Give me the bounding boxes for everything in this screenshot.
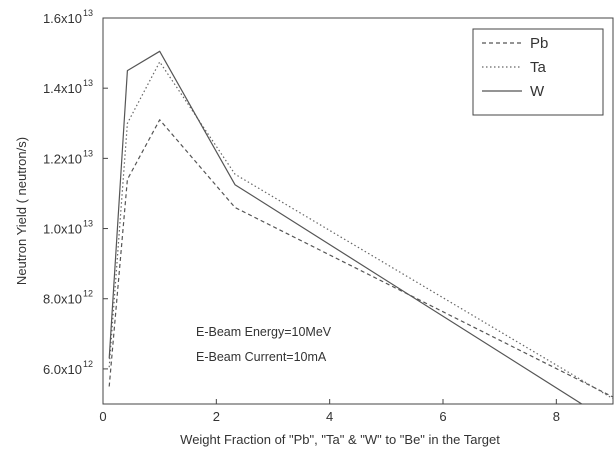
x-tick-label: 0	[99, 409, 106, 424]
legend-box	[472, 28, 604, 116]
y-axis-ticks: 6.0x10 128.0x10 121.0x10 131.2x10 131.4x10 13…	[43, 8, 108, 377]
y-tick-exponent: 13	[83, 148, 93, 158]
y-tick-exponent: 12	[83, 359, 93, 369]
y-tick-label: 1.0x10	[43, 222, 82, 237]
plot-frame	[102, 17, 614, 405]
legend: Pb Ta W	[472, 28, 604, 116]
legend-label-pb: Pb	[530, 35, 548, 52]
y-tick-exponent: 13	[83, 78, 93, 88]
annotation-beam-current: E-Beam Current=10mA	[196, 350, 327, 364]
y-tick-label: 1.2x10	[43, 151, 82, 166]
y-tick-label: 1.6x10	[43, 11, 82, 26]
y-tick-label: 1.4x10	[43, 81, 82, 96]
x-tick-label: 8	[553, 409, 560, 424]
y-tick-exponent: 13	[83, 8, 93, 18]
series-line-w	[108, 50, 583, 404]
x-axis-ticks: 0 2 4 6 8	[99, 399, 560, 424]
y-tick-label: 6.0x10	[43, 362, 82, 377]
legend-label-w: W	[530, 83, 545, 100]
y-tick-label: 8.0x10	[43, 292, 82, 307]
y-axis-title: Neutron Yield ( neutron/s)	[14, 137, 29, 285]
x-tick-label: 6	[439, 409, 446, 424]
series-line-pb	[108, 119, 613, 398]
y-tick-exponent: 13	[83, 219, 93, 229]
y-tick-exponent: 12	[83, 289, 93, 299]
legend-label-ta: Ta	[530, 59, 547, 76]
x-tick-label: 4	[326, 409, 333, 424]
annotation-beam-energy: E-Beam Energy=10MeV	[196, 325, 332, 339]
series-lines	[108, 50, 613, 404]
x-axis-title: Weight Fraction of "Pb", "Ta" & "W" to "…	[180, 432, 500, 447]
x-tick-label: 2	[213, 409, 220, 424]
